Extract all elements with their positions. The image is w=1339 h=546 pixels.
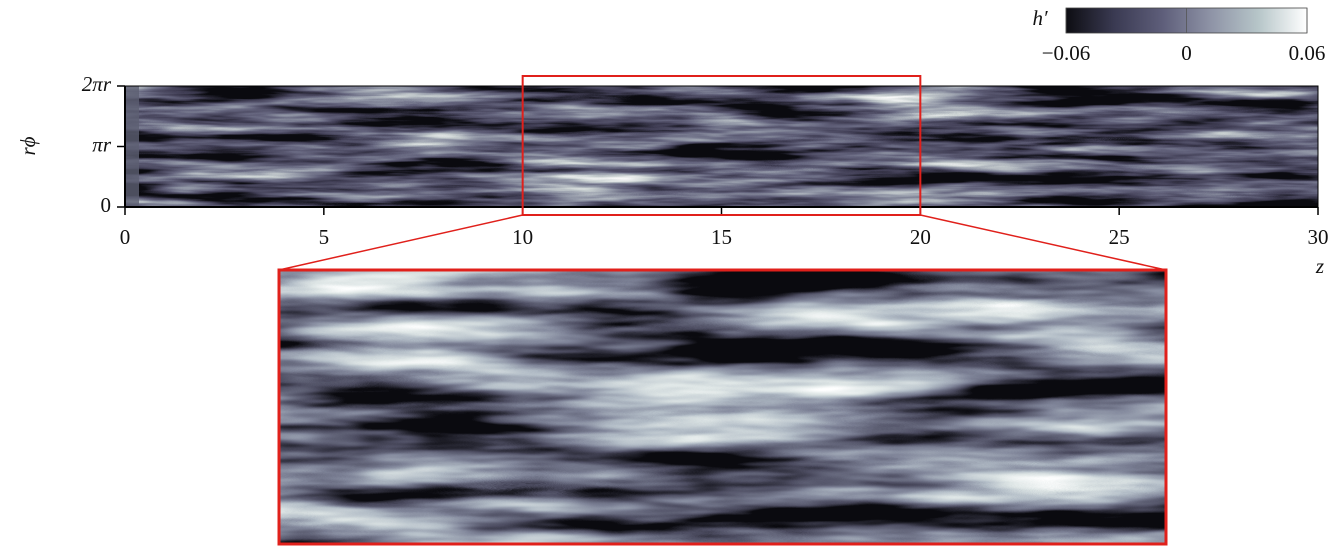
y-tick-label: πr bbox=[92, 132, 112, 156]
x-tick-label: 20 bbox=[910, 225, 931, 249]
x-tick-label: 15 bbox=[711, 225, 732, 249]
zoom-connector bbox=[279, 215, 523, 270]
y-axis-label: rϕ bbox=[16, 136, 40, 155]
colorbar-tick-label: −0.06 bbox=[1042, 41, 1091, 65]
x-axis-label: z bbox=[1315, 254, 1324, 278]
inflow-strip bbox=[125, 86, 139, 207]
y-tick-label: 2πr bbox=[82, 72, 112, 96]
inset-field bbox=[279, 270, 1166, 544]
x-tick-label: 30 bbox=[1308, 225, 1329, 249]
x-tick-label: 5 bbox=[319, 225, 330, 249]
x-tick-label: 25 bbox=[1109, 225, 1130, 249]
field bbox=[125, 86, 1318, 207]
y-tick-label: 0 bbox=[101, 193, 112, 217]
x-tick-label: 0 bbox=[120, 225, 131, 249]
colorbar-tick-label: 0.06 bbox=[1289, 41, 1326, 65]
colorbar-label: h′ bbox=[1032, 6, 1048, 30]
figure: rϕ z h′ 0 5 10 15 20 25 30 0 πr 2πr −0.06 0 0.06 bbox=[0, 0, 1339, 546]
colorbar-tick-label: 0 bbox=[1181, 41, 1192, 65]
x-tick-label: 10 bbox=[512, 225, 533, 249]
